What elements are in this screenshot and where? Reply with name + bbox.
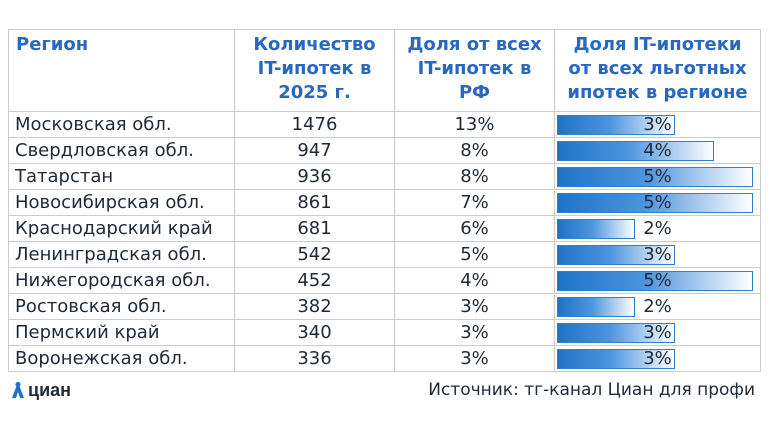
- region-name: Нижегородская обл.: [8, 267, 235, 294]
- share-region-bar: [557, 323, 675, 343]
- share-region-label: 2%: [643, 296, 672, 317]
- region-name: Ростовская обл.: [8, 293, 235, 320]
- region-name: Ленинградская обл.: [8, 241, 235, 268]
- mortgage-count: 936: [234, 163, 395, 190]
- header-share-rf: Доля от всех IT-ипотек в РФ: [394, 29, 555, 112]
- mortgage-count: 542: [234, 241, 395, 268]
- source-note: Источник: тг-канал Циан для профи: [428, 380, 755, 400]
- table-row: Пермский край 340 3% 3%: [8, 319, 761, 346]
- share-region-cell: 3%: [554, 241, 761, 268]
- mortgage-count: 336: [234, 345, 395, 372]
- share-region-label: 3%: [643, 322, 672, 343]
- share-rf: 3%: [394, 293, 555, 320]
- share-region-cell: 3%: [554, 345, 761, 372]
- header-count: Количество IT-ипотек в 2025 г.: [234, 29, 395, 112]
- share-region-label: 5%: [643, 270, 672, 291]
- table-row: Новосибирская обл. 861 7% 5%: [8, 189, 761, 216]
- share-region-bar: [557, 297, 635, 317]
- share-rf: 6%: [394, 215, 555, 242]
- cian-logo: циан: [11, 378, 71, 402]
- share-region-bar: [557, 349, 675, 369]
- data-table-wrapper: Регион Количество IT-ипотек в 2025 г. До…: [8, 29, 761, 377]
- region-name: Московская обл.: [8, 111, 235, 138]
- mortgage-count: 681: [234, 215, 395, 242]
- header-share-region: Доля IT-ипотеки от всех льготных ипотек …: [554, 29, 761, 112]
- share-rf: 5%: [394, 241, 555, 268]
- share-rf: 3%: [394, 345, 555, 372]
- region-name: Свердловская обл.: [8, 137, 235, 164]
- share-region-bar: [557, 245, 675, 265]
- cian-logo-icon: [12, 382, 24, 398]
- share-region-bar: [557, 167, 753, 187]
- share-region-label: 2%: [643, 218, 672, 239]
- header-region: Регион: [8, 29, 235, 112]
- share-region-bar: [557, 141, 714, 161]
- region-name: Краснодарский край: [8, 215, 235, 242]
- share-region-cell: 5%: [554, 189, 761, 216]
- share-rf: 7%: [394, 189, 555, 216]
- share-region-cell: 3%: [554, 111, 761, 138]
- share-region-cell: 4%: [554, 137, 761, 164]
- region-name: Воронежская обл.: [8, 345, 235, 372]
- table-row: Татарстан 936 8% 5%: [8, 163, 761, 190]
- table-row: Ростовская обл. 382 3% 2%: [8, 293, 761, 320]
- table-row: Ленинградская обл. 542 5% 3%: [8, 241, 761, 268]
- share-rf: 4%: [394, 267, 555, 294]
- region-name: Пермский край: [8, 319, 235, 346]
- share-rf: 8%: [394, 137, 555, 164]
- mortgage-count: 452: [234, 267, 395, 294]
- share-region-cell: 3%: [554, 319, 761, 346]
- cian-logo-text: циан: [28, 379, 72, 400]
- share-rf: 13%: [394, 111, 555, 138]
- table-row: Свердловская обл. 947 8% 4%: [8, 137, 761, 164]
- share-region-bar: [557, 115, 675, 135]
- share-region-label: 3%: [643, 244, 672, 265]
- region-name: Новосибирская обл.: [8, 189, 235, 216]
- share-region-label: 5%: [643, 192, 672, 213]
- share-region-label: 4%: [643, 140, 672, 161]
- mortgage-count: 340: [234, 319, 395, 346]
- table-row: Московская обл. 1476 13% 3%: [8, 111, 761, 138]
- table-row: Нижегородская обл. 452 4% 5%: [8, 267, 761, 294]
- share-region-label: 3%: [643, 114, 672, 135]
- mortgage-count: 861: [234, 189, 395, 216]
- mortgage-count: 1476: [234, 111, 395, 138]
- share-region-label: 5%: [643, 166, 672, 187]
- mortgage-count: 947: [234, 137, 395, 164]
- table-row: Воронежская обл. 336 3% 3%: [8, 345, 761, 372]
- table-row: Краснодарский край 681 6% 2%: [8, 215, 761, 242]
- share-region-label: 3%: [643, 348, 672, 369]
- mortgage-count: 382: [234, 293, 395, 320]
- region-name: Татарстан: [8, 163, 235, 190]
- share-region-cell: 5%: [554, 267, 761, 294]
- share-region-bar: [557, 219, 635, 239]
- share-region-bar: [557, 271, 753, 291]
- data-table: Регион Количество IT-ипотек в 2025 г. До…: [8, 29, 761, 372]
- share-rf: 3%: [394, 319, 555, 346]
- share-rf: 8%: [394, 163, 555, 190]
- share-region-cell: 2%: [554, 293, 761, 320]
- share-region-cell: 5%: [554, 163, 761, 190]
- table-header-row: Регион Количество IT-ипотек в 2025 г. До…: [8, 29, 761, 112]
- table-body: Московская обл. 1476 13% 3% Свердловская обл…: [8, 111, 761, 372]
- share-region-bar: [557, 193, 753, 213]
- share-region-cell: 2%: [554, 215, 761, 242]
